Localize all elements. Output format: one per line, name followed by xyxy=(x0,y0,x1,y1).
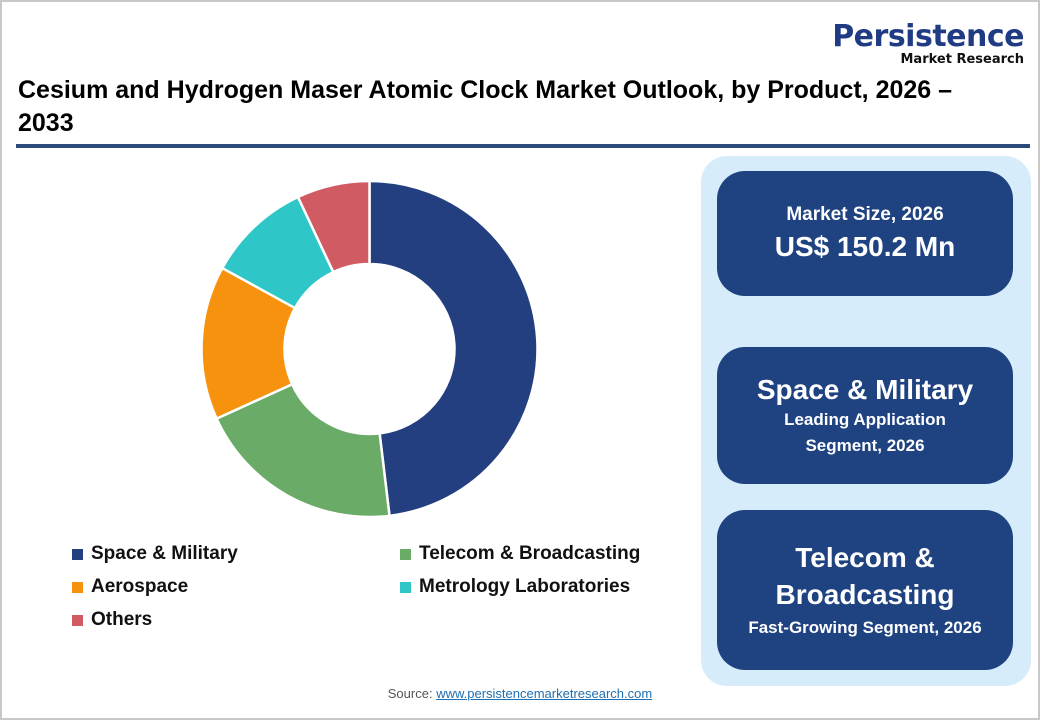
title-divider xyxy=(16,144,1030,148)
legend-label: Space & Military xyxy=(91,543,238,564)
fast-growing-segment-caption: Fast-Growing Segment, 2026 xyxy=(748,618,982,637)
source-link[interactable]: www.persistencemarketresearch.com xyxy=(436,686,653,701)
legend-item-others: Others xyxy=(72,609,152,631)
legend-label: Telecom & Broadcasting xyxy=(419,543,641,564)
donut-chart-svg xyxy=(200,179,539,519)
donut-slice-others xyxy=(296,179,371,274)
fast-growing-segment-card: Telecom & Broadcasting Fast-Growing Segm… xyxy=(717,510,1013,670)
source-prefix: Source: xyxy=(387,686,437,701)
legend-swatch-icon xyxy=(72,614,83,626)
fast-growing-segment-name-line1: Telecom & xyxy=(795,542,935,573)
chart-title: Cesium and Hydrogen Maser Atomic Clock M… xyxy=(18,76,953,137)
fast-growing-segment-name-line2: Broadcasting xyxy=(775,579,955,610)
legend-label: Others xyxy=(91,609,153,630)
market-size-label: Market Size, 2026 xyxy=(786,203,944,225)
legend-item-aerospace: Aerospace xyxy=(72,576,188,598)
donut-slice-telecom-broadcasting xyxy=(214,382,391,519)
legend-swatch-icon xyxy=(400,581,411,593)
market-size-value: US$ 150.2 Mn xyxy=(774,230,956,262)
brand-logo: Persistence Market Research xyxy=(832,19,1025,67)
donut-slice-space-military xyxy=(368,179,539,518)
legend-label: Metrology Laboratories xyxy=(419,576,631,597)
logo-main-text: Persistence xyxy=(832,19,1024,54)
logo-sub-text: Market Research xyxy=(900,52,1025,67)
legend-swatch-icon xyxy=(400,548,411,560)
legend-swatch-icon xyxy=(72,548,83,560)
donut-chart xyxy=(190,170,550,530)
leading-segment-caption-line2: Segment, 2026 xyxy=(805,435,925,455)
market-size-card: Market Size, 2026 US$ 150.2 Mn xyxy=(717,171,1013,296)
leading-segment-caption-line1: Leading Application xyxy=(784,409,946,429)
leading-segment-card: Space & Military Leading Application Seg… xyxy=(717,347,1013,484)
source-note: Source: www.persistencemarketresearch.co… xyxy=(0,686,1040,701)
leading-segment-name: Space & Military xyxy=(756,373,974,405)
legend-item-metrology-laboratories: Metrology Laboratories xyxy=(400,576,630,598)
legend-item-telecom-broadcasting: Telecom & Broadcasting xyxy=(400,543,640,565)
legend-label: Aerospace xyxy=(91,576,189,597)
legend-swatch-icon xyxy=(72,581,83,593)
legend-item-space-military: Space & Military xyxy=(72,543,238,565)
